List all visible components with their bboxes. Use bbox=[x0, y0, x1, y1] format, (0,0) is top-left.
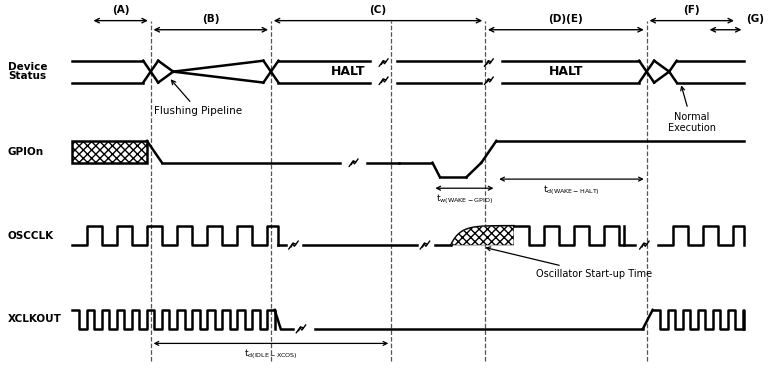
Text: (B): (B) bbox=[202, 14, 219, 24]
Text: t$_{\mathsf{w(WAKE-GPIO)}}$: t$_{\mathsf{w(WAKE-GPIO)}}$ bbox=[436, 192, 493, 206]
Text: (F): (F) bbox=[684, 5, 700, 15]
Text: t$_{\mathsf{d(WAKE-HALT)}}$: t$_{\mathsf{d(WAKE-HALT)}}$ bbox=[543, 183, 600, 196]
Text: Oscillator Start-up Time: Oscillator Start-up Time bbox=[487, 247, 652, 279]
Text: OSCCLK: OSCCLK bbox=[8, 231, 54, 241]
Text: (A): (A) bbox=[112, 5, 129, 15]
Text: t$_{\mathsf{d(IDLE-XCOS)}}$: t$_{\mathsf{d(IDLE-XCOS)}}$ bbox=[244, 347, 298, 361]
Text: HALT: HALT bbox=[548, 65, 583, 78]
Text: Normal
Execution: Normal Execution bbox=[668, 87, 716, 133]
Polygon shape bbox=[451, 226, 514, 245]
Bar bbox=[72, 141, 147, 163]
Text: Status: Status bbox=[8, 71, 46, 81]
Text: (G): (G) bbox=[746, 14, 764, 24]
Text: (C): (C) bbox=[370, 5, 387, 15]
Text: Flushing Pipeline: Flushing Pipeline bbox=[155, 80, 243, 116]
Text: (D)(E): (D)(E) bbox=[548, 14, 583, 24]
Text: GPIOn: GPIOn bbox=[8, 147, 44, 157]
Text: HALT: HALT bbox=[330, 65, 365, 78]
Text: XCLKOUT: XCLKOUT bbox=[8, 314, 62, 325]
Text: Device: Device bbox=[8, 62, 48, 72]
